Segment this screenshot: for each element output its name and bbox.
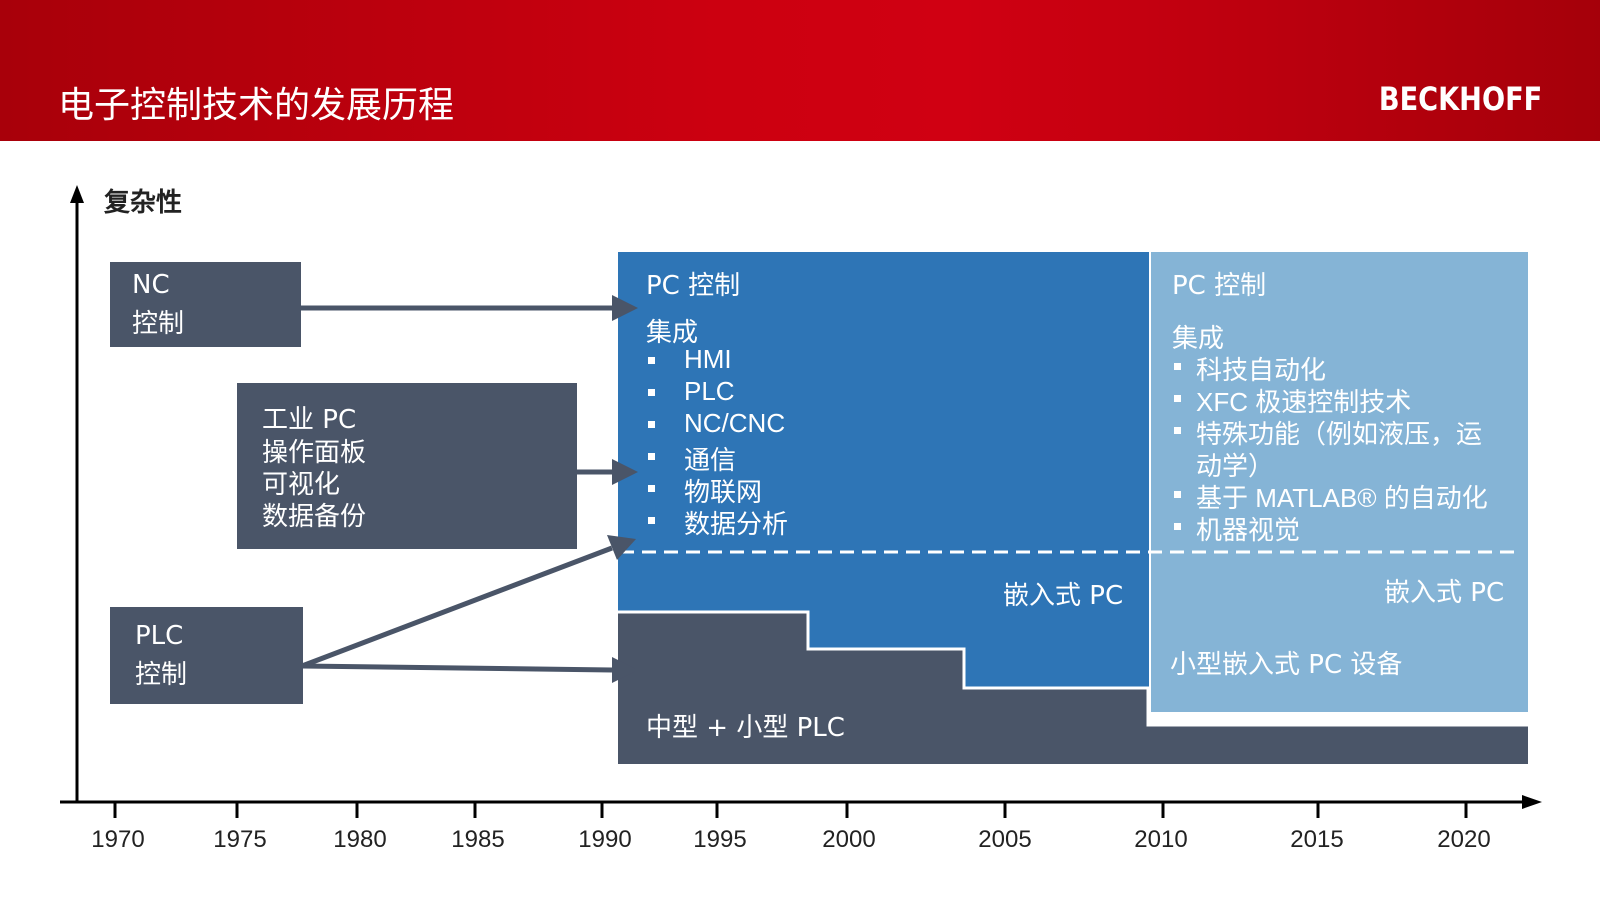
x-tick-label: 2005 — [978, 826, 1032, 853]
pc-control-1990-integration: 集成 — [646, 318, 699, 348]
pc-control-2010-integration: 集成 — [1172, 324, 1225, 354]
x-axis-tick-marks — [113, 802, 1468, 818]
nc-box-line: NC — [132, 270, 170, 300]
beckhoff-logo: BECKHOFF — [1378, 80, 1542, 118]
plc-band-edge — [618, 610, 1528, 727]
bullet-icon — [648, 389, 655, 396]
list-item-label: 特殊功能（例如液压，运 — [1196, 419, 1483, 449]
list-item-label: HMI — [684, 344, 732, 374]
nc-box-line: 控制 — [132, 309, 185, 339]
plc-arrow-right — [301, 657, 638, 683]
list-item-label: 数据分析 — [684, 509, 789, 539]
list-item-label: 机器视觉 — [1196, 515, 1301, 545]
x-tick-label: 2020 — [1437, 826, 1491, 853]
list-item-label: 科技自动化 — [1196, 355, 1327, 385]
list-item-label: 物联网 — [684, 477, 763, 507]
x-axis-arrow — [1522, 795, 1542, 809]
x-tick-label: 1990 — [578, 826, 632, 853]
bullet-icon — [1174, 523, 1181, 530]
list-item-label: 基于 MATLAB® 的自动化 — [1196, 483, 1488, 513]
pc-control-2010-region — [1150, 252, 1528, 712]
bullet-icon — [1174, 427, 1181, 434]
bullet-icon — [648, 517, 655, 524]
bullet-icon — [648, 485, 655, 492]
x-tick-label: 1985 — [451, 826, 505, 853]
list-item-label: 动学） — [1196, 451, 1275, 481]
list-item-label: XFC 极速控制技术 — [1196, 387, 1412, 417]
embedded-pc-label: 嵌入式 PC — [1003, 581, 1124, 611]
pc-control-2010-title: PC 控制 — [1172, 271, 1267, 301]
embedded-pc-2010-label: 嵌入式 PC — [1384, 578, 1505, 608]
bullet-icon — [1174, 395, 1181, 402]
x-tick-label: 2000 — [822, 826, 876, 853]
page-title: 电子控制技术的发展历程 — [58, 85, 455, 126]
bullet-icon — [648, 421, 655, 428]
plc-box-line: PLC — [135, 621, 184, 651]
bullet-icon — [648, 453, 655, 460]
list-item-label: 通信 — [684, 445, 737, 475]
bullet-icon — [1174, 491, 1181, 498]
pc-control-1990-title: PC 控制 — [646, 271, 741, 301]
small-embedded-pc-label: 小型嵌入式 PC 设备 — [1170, 650, 1403, 680]
plc-arrow-up — [301, 535, 636, 669]
plc-band-label: 中型 + 小型 PLC — [646, 713, 845, 743]
ipc-box-line: 工业 PC — [262, 405, 357, 435]
ipc-box-line: 数据备份 — [262, 502, 367, 532]
nc-control-box: NC 控制 — [110, 262, 301, 347]
bullet-icon — [648, 357, 655, 364]
bullet-icon — [1174, 363, 1181, 370]
y-axis-arrow — [70, 185, 84, 203]
ipc-arrow — [576, 459, 638, 485]
nc-arrow — [300, 295, 638, 321]
x-tick-label: 2010 — [1134, 826, 1188, 853]
x-tick-label: 1970 — [91, 826, 145, 853]
x-tick-label: 1975 — [213, 826, 267, 853]
plc-control-box: PLC 控制 — [110, 607, 303, 704]
list-item-label: PLC — [684, 376, 735, 406]
y-axis-label: 复杂性 — [104, 188, 183, 218]
industrial-pc-box: 工业 PC 操作面板 可视化 数据备份 — [237, 383, 577, 549]
x-tick-label: 1995 — [693, 826, 747, 853]
x-tick-label: 1980 — [333, 826, 387, 853]
list-item-label: NC/CNC — [684, 408, 786, 438]
ipc-box-line: 操作面板 — [262, 438, 367, 468]
header-bar: 电子控制技术的发展历程 BECKHOFF — [0, 0, 1600, 141]
x-tick-label: 2015 — [1290, 826, 1344, 853]
plc-box-line: 控制 — [135, 660, 188, 690]
ipc-box-line: 可视化 — [262, 470, 341, 500]
